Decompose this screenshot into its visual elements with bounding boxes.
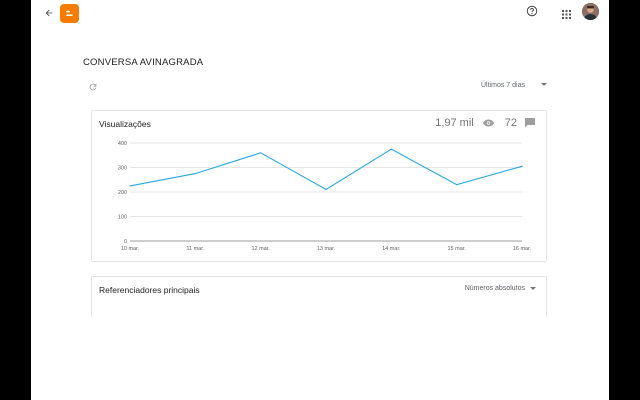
referrers-mode-label: Números absolutos xyxy=(464,285,525,292)
blogger-logo-icon xyxy=(66,10,73,17)
x-tick-label: 16 mar. xyxy=(513,246,532,252)
x-tick-label: 15 mar. xyxy=(447,246,466,252)
y-tick-label: 200 xyxy=(118,190,127,196)
data-point xyxy=(390,148,392,150)
comment-icon xyxy=(525,118,535,128)
back-button[interactable] xyxy=(40,4,58,22)
referrers-card-title: Referenciadores principais xyxy=(99,285,200,295)
help-button[interactable] xyxy=(526,4,540,18)
x-tick-label: 11 mar. xyxy=(186,246,204,252)
post-title: CONVERSA AVINAGRADA xyxy=(83,57,204,68)
views-line-chart: 0 100 200 300 400 10 mar. 11 mar. 12 mar. 13 mar… xyxy=(118,141,532,252)
data-point xyxy=(129,185,131,187)
stats-page: CONVERSA AVINAGRADA Últimos 7 dias Visua… xyxy=(31,0,609,400)
apps-button[interactable] xyxy=(562,6,574,19)
y-tick-label: 300 xyxy=(118,166,127,172)
chevron-down-icon xyxy=(540,83,547,86)
comments-total: 72 xyxy=(504,117,517,129)
views-card: Visualizações 1,97 mil 72 0 100 200 300 400 1… xyxy=(91,110,547,262)
data-point xyxy=(325,188,327,191)
views-series-line xyxy=(129,148,523,191)
x-tick-label: 10 mar. xyxy=(121,246,140,252)
right-letterbox xyxy=(609,0,640,400)
refresh-icon xyxy=(89,83,97,91)
referrers-mode-select[interactable]: Números absolutos xyxy=(465,285,536,292)
x-tick-label: 14 mar. xyxy=(382,246,401,252)
arrow-back-icon xyxy=(45,9,53,17)
referrers-card: Referenciadores principais Números absol… xyxy=(91,276,547,316)
data-point xyxy=(456,184,458,186)
account-avatar[interactable] xyxy=(582,3,599,20)
refresh-button[interactable] xyxy=(88,79,100,91)
data-point xyxy=(194,173,196,175)
y-tick-label: 0 xyxy=(124,239,127,245)
views-card-title: Visualizações xyxy=(99,119,151,129)
y-tick-label: 100 xyxy=(118,215,127,221)
views-total: 1,97 mil xyxy=(435,117,474,129)
blogger-logo[interactable] xyxy=(60,4,79,23)
date-range-select[interactable]: Últimos 7 dias xyxy=(481,79,547,91)
data-point xyxy=(521,165,523,167)
data-point xyxy=(260,152,262,154)
y-tick-label: 400 xyxy=(118,141,127,147)
x-tick-label: 12 mar. xyxy=(251,246,270,252)
chevron-down-icon xyxy=(530,286,536,290)
eye-icon xyxy=(482,119,494,127)
help-icon xyxy=(526,5,538,17)
x-tick-label: 13 mar. xyxy=(317,246,336,252)
views-stats: 1,97 mil 72 xyxy=(435,117,535,129)
date-range-label: Últimos 7 dias xyxy=(481,81,525,89)
user-photo-icon xyxy=(582,3,599,20)
top-app-bar xyxy=(31,0,609,28)
left-letterbox xyxy=(0,0,31,400)
apps-grid-icon xyxy=(562,10,571,19)
